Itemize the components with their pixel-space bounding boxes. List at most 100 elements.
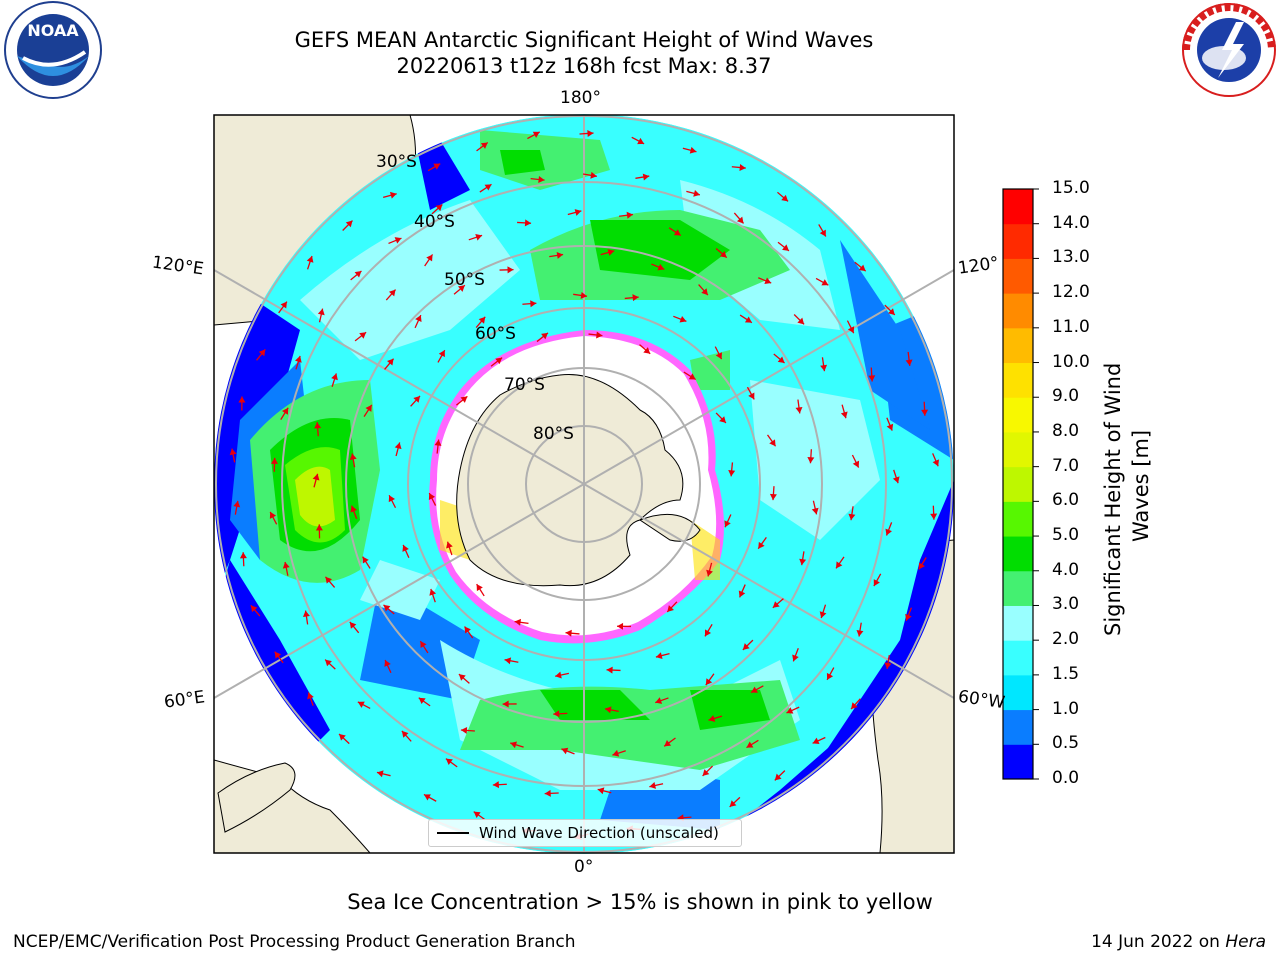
wave-direction-arrow bbox=[428, 492, 437, 506]
wave-direction-arrow bbox=[517, 219, 532, 227]
wave-direction-arrow bbox=[338, 733, 350, 745]
colorbar-title-line1: Significant Height of Wind bbox=[1101, 362, 1125, 636]
colorbar-segment bbox=[1003, 189, 1033, 225]
colorbar-tick-label: 14.0 bbox=[1052, 212, 1090, 233]
wave-direction-arrow bbox=[410, 395, 421, 407]
wind-wave-arrows bbox=[229, 129, 940, 840]
wave-direction-arrow bbox=[544, 789, 559, 797]
wave-direction-arrow bbox=[385, 289, 397, 301]
wave-direction-arrow bbox=[269, 511, 278, 525]
colorbar-segment bbox=[1003, 397, 1033, 433]
lat-label-30s: 30°S bbox=[376, 152, 417, 172]
wave-direction-arrow bbox=[315, 524, 323, 539]
wave-direction-arrow bbox=[490, 357, 503, 367]
legend-label: Wind Wave Direction (unscaled) bbox=[479, 824, 719, 842]
wave-direction-arrow bbox=[475, 316, 486, 328]
wave-direction-arrow bbox=[757, 536, 767, 550]
wave-direction-arrow bbox=[588, 331, 603, 339]
wave-direction-arrow bbox=[458, 673, 470, 684]
wave-direction-arrow bbox=[850, 698, 861, 710]
wave-direction-arrow bbox=[468, 233, 483, 241]
footer-machine: Hera bbox=[1225, 932, 1266, 952]
map-legend: Wind Wave Direction (unscaled) bbox=[428, 819, 742, 847]
colorbar-segment bbox=[1003, 327, 1033, 364]
wave-direction-arrow bbox=[739, 314, 753, 324]
wave-direction-arrow bbox=[282, 561, 290, 576]
wave-direction-arrow bbox=[746, 739, 759, 749]
wave-direction-arrow bbox=[460, 726, 475, 734]
wave-direction-arrow bbox=[733, 212, 745, 224]
wave-direction-arrow bbox=[549, 251, 564, 259]
wave-direction-arrow bbox=[324, 659, 336, 670]
colorbar-tick-label: 0.0 bbox=[1052, 768, 1080, 788]
wave-direction-arrow bbox=[388, 494, 397, 509]
wave-direction-arrow bbox=[499, 266, 514, 274]
colorbar-tick-label: 8.0 bbox=[1052, 420, 1080, 441]
colorbar-tick-label: 11.0 bbox=[1052, 316, 1090, 337]
wave-direction-arrow bbox=[818, 224, 827, 237]
wave-direction-arrow bbox=[731, 164, 746, 171]
wave-direction-arrow bbox=[651, 263, 665, 271]
wave-direction-arrow bbox=[527, 131, 541, 140]
wave-direction-arrow bbox=[663, 737, 676, 747]
wave-direction-arrow bbox=[418, 697, 431, 707]
wave-direction-arrow bbox=[750, 685, 764, 694]
wave-direction-arrow bbox=[930, 505, 938, 520]
wave-direction-arrow bbox=[854, 261, 867, 272]
lat-label-60s: 60°S bbox=[475, 324, 516, 344]
wave-direction-arrow bbox=[530, 176, 545, 183]
wave-direction-arrow bbox=[510, 741, 524, 749]
colorbar-title-line2: Waves [m] bbox=[1129, 429, 1153, 542]
wave-direction-arrow bbox=[424, 254, 434, 267]
wave-direction-arrow bbox=[239, 552, 247, 567]
wave-direction-arrow bbox=[307, 692, 314, 706]
wave-direction-arrow bbox=[666, 601, 678, 613]
noaa-logo-text: NOAA bbox=[27, 21, 79, 40]
wave-direction-arrow bbox=[394, 442, 402, 457]
colorbar-tick-label: 3.0 bbox=[1052, 594, 1080, 615]
wave-direction-arrow bbox=[567, 209, 582, 216]
wave-direction-arrow bbox=[921, 401, 929, 416]
wave-direction-arrow bbox=[846, 320, 855, 334]
wave-direction-arrow bbox=[453, 284, 466, 295]
wave-direction-arrow bbox=[873, 573, 882, 587]
wave-direction-arrow bbox=[423, 793, 437, 802]
footer-date: 14 Jun 2022 on Hera bbox=[1091, 932, 1266, 952]
wave-direction-arrow bbox=[582, 171, 597, 179]
lat-label-80s: 80°S bbox=[533, 424, 574, 444]
wave-direction-arrow bbox=[624, 294, 639, 302]
wave-direction-arrow bbox=[758, 277, 772, 285]
colorbar-segment bbox=[1003, 362, 1033, 398]
lat-label-50s: 50°S bbox=[444, 270, 485, 290]
wave-direction-arrow bbox=[437, 349, 446, 363]
wave-direction-arrow bbox=[606, 666, 621, 674]
wave-direction-arrow bbox=[317, 308, 325, 323]
wave-direction-arrow bbox=[464, 626, 474, 639]
footer-producer: NCEP/EMC/Verification Post Processing Pr… bbox=[13, 932, 576, 952]
antarctica-ice bbox=[429, 330, 724, 644]
wave-direction-arrow bbox=[686, 189, 701, 197]
wave-direction-arrow bbox=[884, 655, 892, 670]
colorbar-segment bbox=[1003, 466, 1033, 502]
nws-logo bbox=[1182, 3, 1276, 97]
wave-direction-arrow bbox=[639, 344, 651, 355]
colorbar-tick-label: 6.0 bbox=[1052, 490, 1080, 511]
chart-subtitle: 20220613 t12z 168h fcst Max: 8.37 bbox=[396, 54, 772, 78]
wave-direction-arrow bbox=[278, 301, 288, 314]
colorbar-tick-label: 4.0 bbox=[1052, 559, 1080, 580]
wave-direction-arrow bbox=[746, 386, 755, 400]
wave-direction-arrow bbox=[619, 211, 634, 219]
colorbar-tick-label: 12.0 bbox=[1052, 282, 1090, 303]
wave-direction-arrow bbox=[826, 667, 835, 681]
colorbar-tick-label: 9.0 bbox=[1052, 386, 1080, 407]
colorbar-segment bbox=[1003, 674, 1033, 711]
colorbar-segment bbox=[1003, 709, 1033, 745]
wave-direction-arrow bbox=[774, 770, 786, 781]
colorbar-tick-label: 13.0 bbox=[1052, 247, 1090, 268]
wave-direction-arrow bbox=[786, 706, 800, 714]
colorbar-segment bbox=[1003, 640, 1033, 676]
wave-direction-arrow bbox=[884, 304, 896, 316]
wave-direction-arrow bbox=[729, 796, 741, 808]
wave-direction-arrow bbox=[233, 500, 241, 515]
madagascar-landmass bbox=[217, 762, 296, 833]
